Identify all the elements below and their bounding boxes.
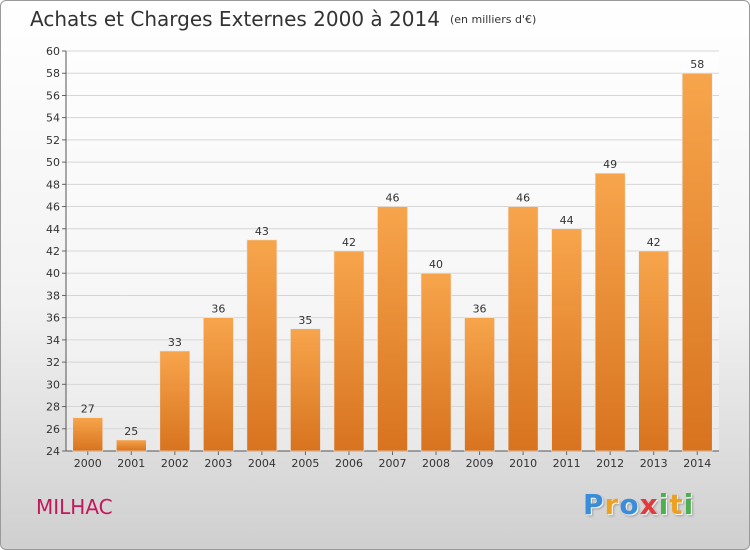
y-tick-label: 52: [46, 134, 60, 147]
x-tick-label: 2005: [291, 457, 319, 470]
data-label: 40: [429, 258, 443, 271]
axes: 24 26 28 30 32 34 36 38 40 42 44 46 48 50 52 54 56 58 60 20…: [46, 45, 719, 470]
bar-2002: [159, 350, 191, 452]
x-tick-label: 2013: [640, 457, 668, 470]
x-tick-label: 2010: [509, 457, 537, 470]
title-text: Achats et Charges Externes 2000 à 2014: [30, 7, 440, 31]
data-label: 42: [342, 236, 356, 249]
logo-letter: i: [683, 488, 695, 521]
y-tick-label: 56: [46, 89, 60, 102]
x-tick-label: 2007: [379, 457, 407, 470]
x-tick-label: 2008: [422, 457, 450, 470]
bar-2009: [464, 317, 495, 452]
x-tick-label: 2004: [248, 457, 276, 470]
y-tick-label: 34: [46, 334, 60, 347]
chart-subtitle: (en milliers d'€): [449, 13, 537, 26]
bar-2014: [681, 72, 713, 452]
bar-2003: [203, 317, 234, 452]
x-tick-label: 2002: [161, 457, 189, 470]
y-tick-label: 28: [46, 401, 60, 414]
bar-2013: [638, 250, 670, 452]
chart-title: Achats et Charges Externes 2000 à 2014 (e…: [30, 7, 536, 31]
data-label: 49: [603, 158, 617, 171]
proxiti-logo[interactable]: Proxiti: [583, 488, 694, 521]
data-label: 58: [690, 58, 704, 71]
y-tick-label: 60: [46, 45, 60, 58]
logo-letter: r: [604, 488, 620, 521]
data-label: 46: [516, 192, 530, 205]
x-tick-label: 2014: [683, 457, 711, 470]
data-label: 36: [473, 303, 487, 316]
y-tick-label: 36: [46, 312, 60, 325]
bar-2011: [551, 228, 582, 452]
logo-letter: o: [619, 488, 640, 521]
bar-2010: [507, 206, 539, 452]
x-tick-label: 2000: [74, 457, 102, 470]
y-tick-label: 58: [46, 67, 60, 80]
logo-letter: x: [639, 488, 659, 521]
x-tick-label: 2003: [204, 457, 232, 470]
x-tick-label: 2011: [553, 457, 581, 470]
y-tick-label: 30: [46, 378, 60, 391]
x-tick-label: 2006: [335, 457, 363, 470]
x-tick-label: 2001: [117, 457, 145, 470]
y-tick-label: 40: [46, 267, 60, 280]
x-tick-label: 2009: [466, 457, 494, 470]
data-label: 42: [647, 236, 661, 249]
bar-2000: [72, 417, 104, 452]
bar-2006: [333, 250, 365, 452]
bars: 27 25 33 36 43 35 42 46 40 36 46 44 49 42 58: [72, 58, 713, 452]
bar-2008: [420, 272, 452, 452]
bar-2004: [246, 239, 278, 452]
y-tick-label: 46: [46, 201, 60, 214]
logo-letter: i: [658, 488, 670, 521]
y-tick-label: 44: [46, 223, 60, 236]
data-label: 43: [255, 225, 269, 238]
y-tick-label: 24: [46, 445, 60, 458]
bar-2012: [594, 172, 626, 452]
y-tick-label: 50: [46, 156, 60, 169]
y-tick-label: 48: [46, 178, 60, 191]
y-tick-label: 32: [46, 356, 60, 369]
data-label: 27: [81, 403, 95, 416]
data-label: 35: [298, 314, 312, 327]
y-tick-label: 26: [46, 423, 60, 436]
bar-2007: [377, 206, 408, 452]
x-tick-label: 2012: [596, 457, 624, 470]
y-tick-label: 38: [46, 289, 60, 302]
commune-name: MILHAC: [36, 495, 113, 519]
data-label: 25: [124, 425, 138, 438]
logo-letter: P: [583, 488, 605, 521]
logo-letter: t: [669, 488, 684, 521]
data-label: 36: [211, 303, 225, 316]
y-tick-label: 54: [46, 112, 60, 125]
data-label: 46: [386, 192, 400, 205]
y-tick-label: 42: [46, 245, 60, 258]
data-label: 44: [560, 214, 574, 227]
bar-2005: [290, 328, 321, 452]
data-label: 33: [168, 336, 182, 349]
bar-2001: [116, 439, 147, 452]
